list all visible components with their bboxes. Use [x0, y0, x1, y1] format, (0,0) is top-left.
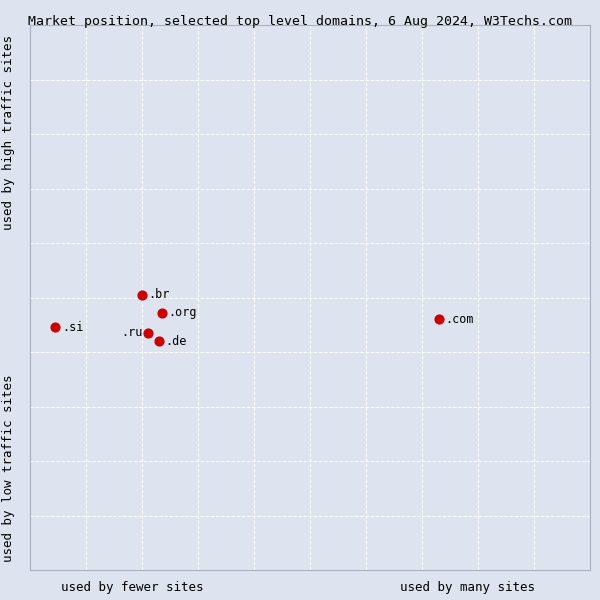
Text: .si: .si [62, 321, 83, 334]
Point [50, 323, 60, 332]
Text: used by high traffic sites: used by high traffic sites [2, 34, 16, 229]
Text: .org: .org [169, 306, 197, 319]
Text: .ru: .ru [122, 326, 143, 340]
Point [154, 336, 164, 346]
Text: Market position, selected top level domains, 6 Aug 2024, W3Techs.com: Market position, selected top level doma… [28, 15, 572, 28]
Text: used by many sites: used by many sites [401, 581, 536, 594]
Point [434, 314, 443, 324]
Text: .br: .br [149, 288, 170, 301]
Point [137, 290, 147, 299]
Text: used by low traffic sites: used by low traffic sites [2, 374, 16, 562]
Text: .com: .com [446, 313, 474, 326]
Point [143, 328, 152, 338]
Text: .de: .de [166, 335, 187, 347]
Text: used by fewer sites: used by fewer sites [61, 581, 203, 594]
Point [157, 308, 166, 317]
